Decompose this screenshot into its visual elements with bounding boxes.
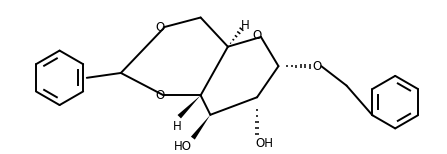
- Text: O: O: [313, 60, 322, 73]
- Text: H: H: [241, 19, 250, 32]
- Polygon shape: [177, 95, 201, 118]
- Text: O: O: [155, 89, 164, 102]
- Text: H: H: [173, 120, 181, 133]
- Polygon shape: [191, 115, 211, 140]
- Text: HO: HO: [174, 140, 192, 153]
- Text: O: O: [253, 28, 261, 42]
- Text: OH: OH: [256, 136, 274, 150]
- Text: O: O: [155, 21, 164, 34]
